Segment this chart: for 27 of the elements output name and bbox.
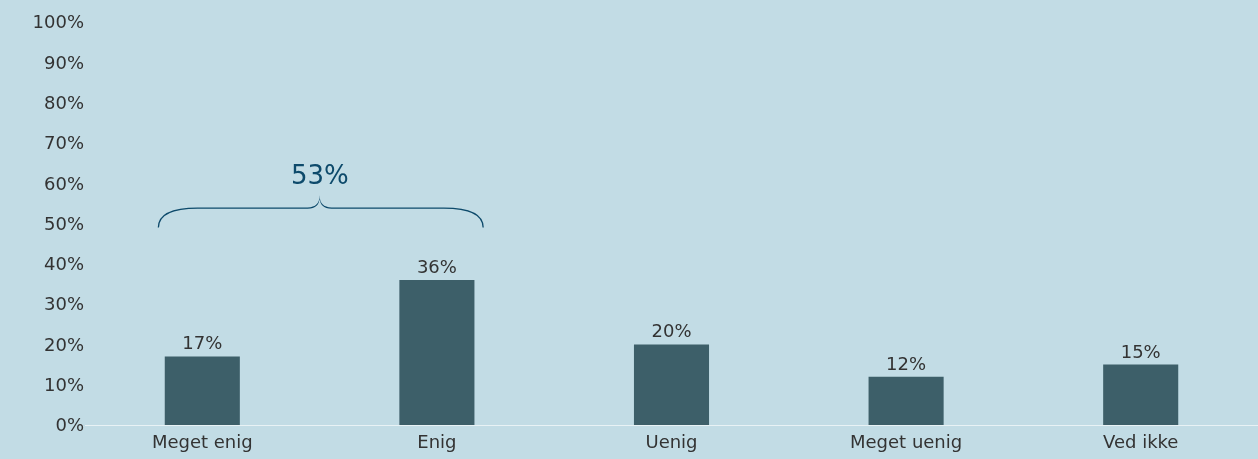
y-tick-label: 50% xyxy=(43,212,84,234)
y-tick-label: 20% xyxy=(43,333,84,355)
x-tick-label: Meget enig xyxy=(151,430,253,452)
bar xyxy=(164,356,240,425)
y-tick-label: 60% xyxy=(43,172,84,194)
y-tick-label: 10% xyxy=(43,374,84,395)
x-tick-label: Uenig xyxy=(645,430,698,452)
y-tick-label: 90% xyxy=(43,51,84,73)
data-label: 36% xyxy=(416,255,457,277)
bar xyxy=(399,279,475,425)
bar xyxy=(1103,364,1179,425)
data-label: 20% xyxy=(651,320,692,342)
data-label: 12% xyxy=(886,352,927,374)
annotation: 53% xyxy=(291,160,349,190)
x-tick-label: Ved ikke xyxy=(1102,430,1179,452)
y-tick-label: 0% xyxy=(55,414,84,436)
y-tick-label: 30% xyxy=(43,293,84,315)
data-label: 17% xyxy=(182,332,223,354)
y-tick-label: 70% xyxy=(43,132,84,154)
x-tick-label: Enig xyxy=(417,430,457,452)
y-tick-label: 80% xyxy=(43,91,84,113)
bar xyxy=(633,344,710,425)
x-tick-label: Meget uenig xyxy=(850,430,963,452)
data-label: 15% xyxy=(1120,340,1161,362)
bar xyxy=(868,376,944,425)
y-tick-label: 100% xyxy=(32,11,84,33)
y-tick-label: 40% xyxy=(43,253,84,275)
